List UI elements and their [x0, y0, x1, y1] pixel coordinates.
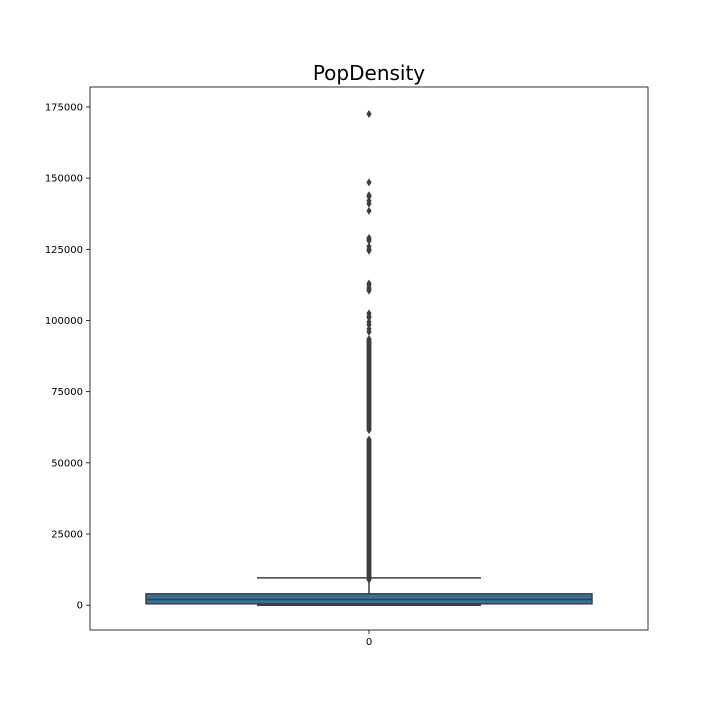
outlier-point	[366, 435, 372, 444]
y-tick-label: 50000	[51, 458, 83, 469]
outlier-point	[366, 286, 372, 295]
y-tick-label: 75000	[51, 387, 83, 398]
y-tick-label: 125000	[45, 245, 83, 256]
plot-area	[145, 110, 593, 606]
outlier-point	[366, 313, 372, 322]
axes: 0 25000 50000 75000 100000 125000 150000 175000…	[45, 86, 649, 648]
outlier-point	[366, 246, 372, 255]
outlier-point	[366, 320, 372, 329]
chart-title: PopDensity	[313, 61, 425, 85]
outlier-point	[366, 110, 372, 119]
outlier-point	[366, 236, 372, 245]
x-tick-label: 0	[366, 637, 372, 648]
y-tick-label: 0	[77, 601, 83, 612]
outlier-point	[366, 206, 372, 215]
outlier-point	[366, 192, 372, 201]
y-tick-label: 25000	[51, 530, 83, 541]
outlier-point	[366, 334, 372, 343]
y-tick-label: 150000	[45, 174, 83, 185]
y-tick-label: 175000	[45, 102, 83, 113]
y-tick-label: 100000	[45, 316, 83, 327]
outlier-point	[366, 199, 372, 208]
outlier-point	[366, 178, 372, 187]
outlier-point	[366, 327, 372, 336]
